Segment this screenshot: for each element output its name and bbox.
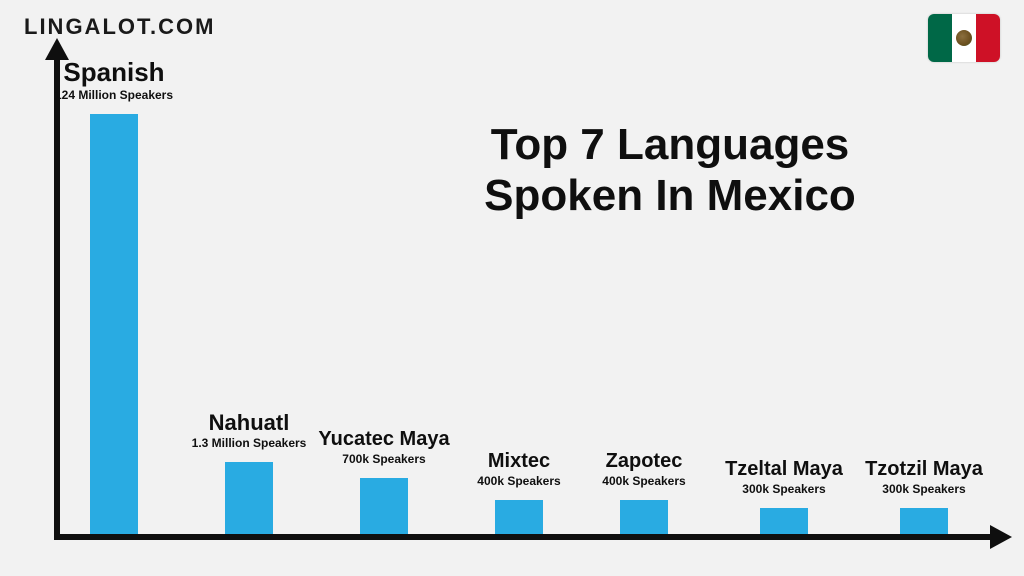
bar-language-name: Tzotzil Maya <box>849 459 999 480</box>
bar <box>225 462 273 534</box>
bars-container: Spanish124 Million SpeakersNahuatl1.3 Mi… <box>54 56 994 534</box>
bar-speakers-count: 700k Speakers <box>309 452 459 466</box>
bar-label: Tzeltal Maya 300k Speakers <box>709 459 859 496</box>
brand-logo-text: LINGALOT.COM <box>24 14 215 40</box>
bar-language-name: Yucatec Maya <box>309 429 459 450</box>
bar-label: Tzotzil Maya 300k Speakers <box>849 459 999 496</box>
bar-language-name: Tzeltal Maya <box>709 459 859 480</box>
mexico-flag-icon <box>928 14 1000 62</box>
bar-speakers-count: 124 Million Speakers <box>39 88 189 102</box>
bar-label: Nahuatl 1.3 Million Speakers <box>174 411 324 450</box>
bar-speakers-count: 1.3 Million Speakers <box>174 436 324 450</box>
bar <box>760 508 808 534</box>
bar-speakers-count: 300k Speakers <box>709 482 859 496</box>
bar-label: Yucatec Maya 700k Speakers <box>309 429 459 466</box>
bar <box>360 478 408 534</box>
flag-emblem-icon <box>956 30 972 46</box>
bar <box>900 508 948 534</box>
bar <box>495 500 543 534</box>
bar-language-name: Spanish <box>39 59 189 86</box>
flag-stripe-red <box>976 14 1000 62</box>
bar <box>90 114 138 534</box>
bar <box>620 500 668 534</box>
x-axis <box>54 534 994 540</box>
bar-chart: Spanish124 Million SpeakersNahuatl1.3 Mi… <box>54 56 994 540</box>
bar-language-name: Nahuatl <box>174 411 324 434</box>
bar-speakers-count: 400k Speakers <box>569 474 719 488</box>
flag-stripe-green <box>928 14 952 62</box>
bar-label: Spanish 124 Million Speakers <box>39 59 189 102</box>
flag-stripe-white <box>952 14 976 62</box>
bar-speakers-count: 300k Speakers <box>849 482 999 496</box>
bar-language-name: Zapotec <box>569 451 719 472</box>
bar-label: Zapotec 400k Speakers <box>569 451 719 488</box>
